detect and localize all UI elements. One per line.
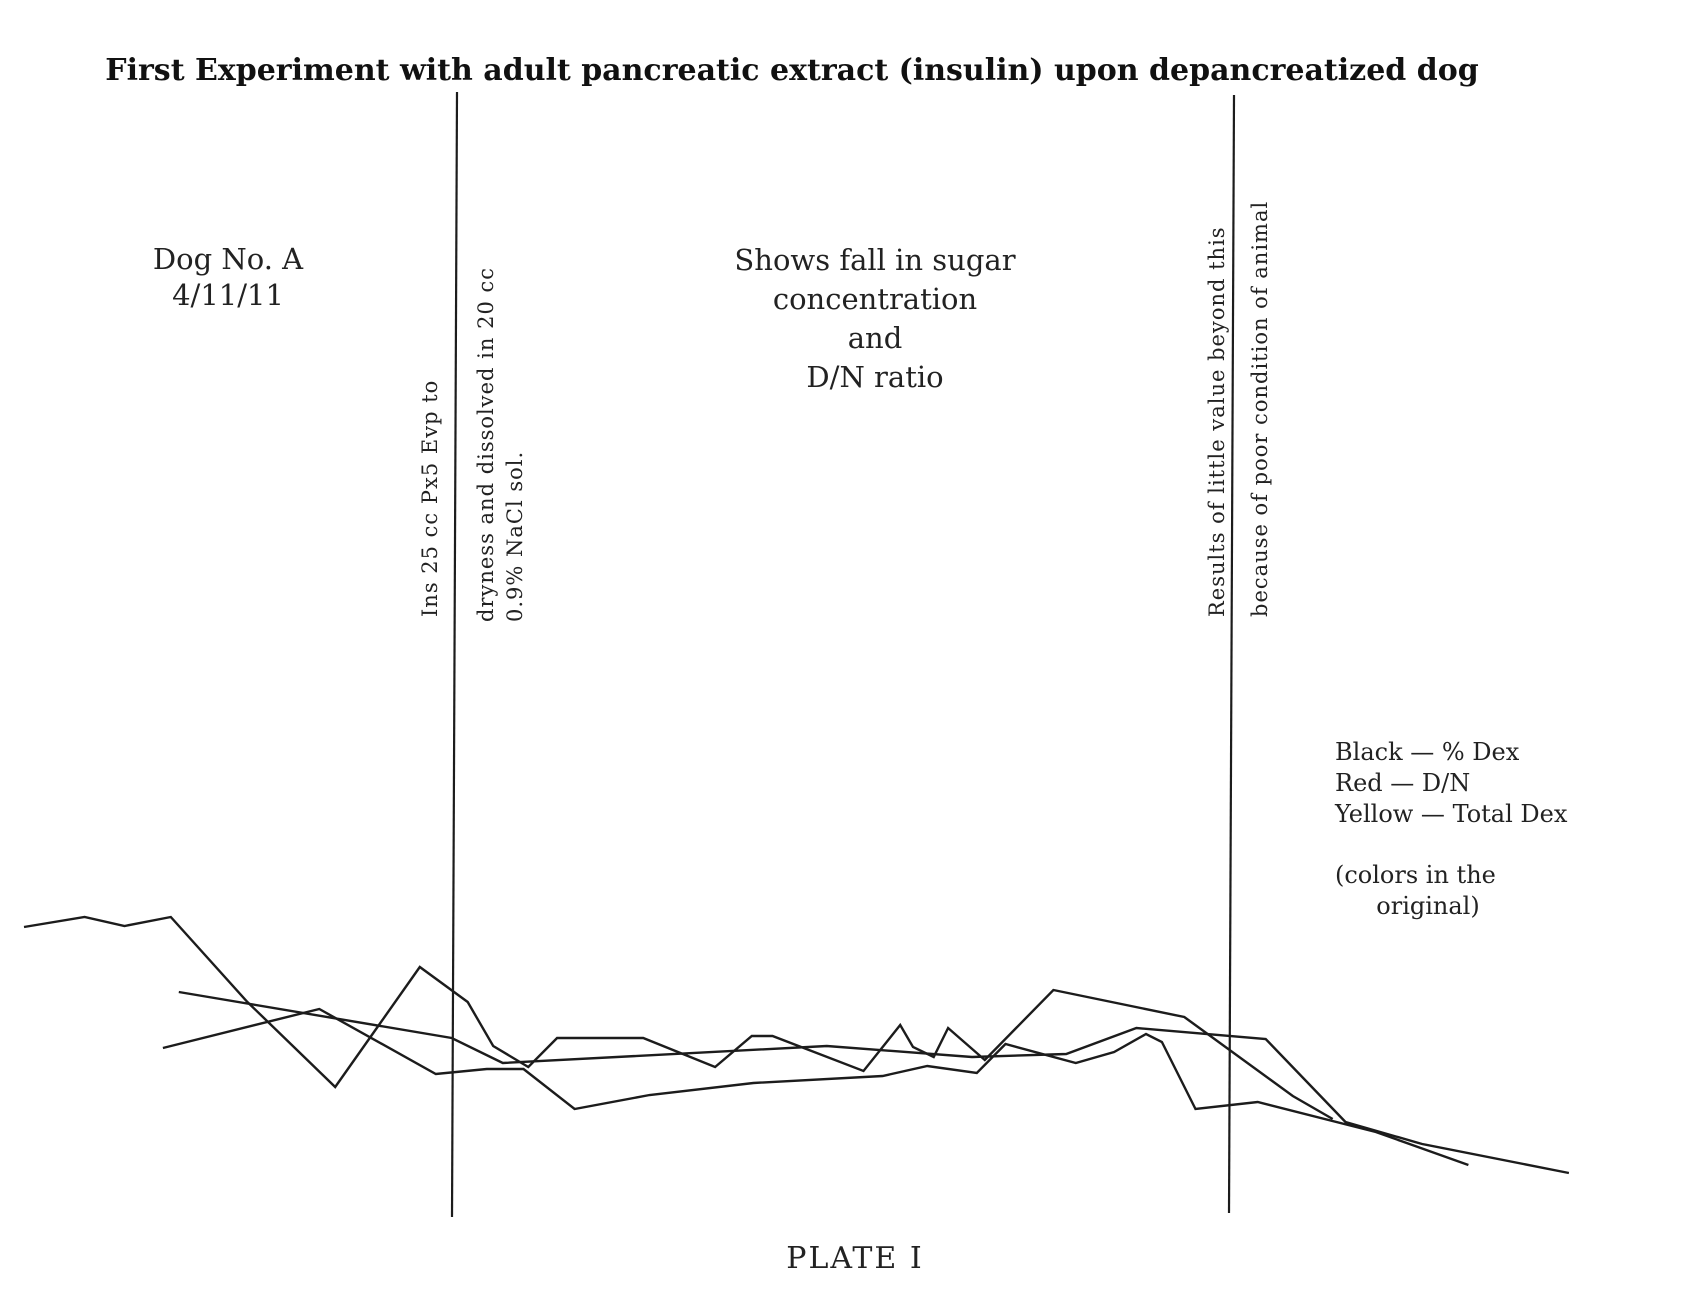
cutoff-marker (1227, 94, 1236, 1214)
chart-title: First Experiment with adult pancreatic e… (105, 53, 1478, 88)
legend-note-line-1: (colors in the (1335, 861, 1496, 889)
injection-note-line-2: dryness and dissolved in 20 cc (474, 267, 498, 622)
series-line-2 (162, 1007, 1469, 1167)
legend: Black — % Dex Red — D/N Yellow — Total D… (1334, 738, 1568, 920)
dog-label: Dog No. A (153, 242, 304, 276)
center-note-line-3: and (848, 321, 903, 355)
legend-entry-yellow: Yellow — Total Dex (1334, 800, 1568, 828)
legend-entry-black: Black — % Dex (1335, 738, 1520, 766)
series-line-3 (178, 990, 1570, 1175)
cutoff-note-line-1: Results of little value beyond this (1205, 226, 1229, 617)
series-layer (23, 915, 1570, 1175)
legend-note-line-2: original) (1376, 892, 1479, 920)
insulin-injection-marker (450, 91, 459, 1218)
chart-title-group: First Experiment with adult pancreatic e… (105, 53, 1478, 88)
series-line-1 (23, 915, 1334, 1121)
center-note-line-1: Shows fall in sugar (734, 243, 1015, 277)
cutoff-note-line-2: because of poor condition of animal (1248, 201, 1272, 617)
center-note-line-4: D/N ratio (806, 360, 943, 394)
center-note-line-2: concentration (773, 282, 977, 316)
legend-entry-red: Red — D/N (1335, 769, 1470, 797)
plate-label: PLATE I (786, 1241, 923, 1276)
injection-note-line-1: Ins 25 cc Px5 Evp to (418, 380, 442, 617)
injection-note-line-3: 0.9% NaCl sol. (503, 451, 527, 622)
date-label: 4/11/11 (172, 278, 284, 312)
